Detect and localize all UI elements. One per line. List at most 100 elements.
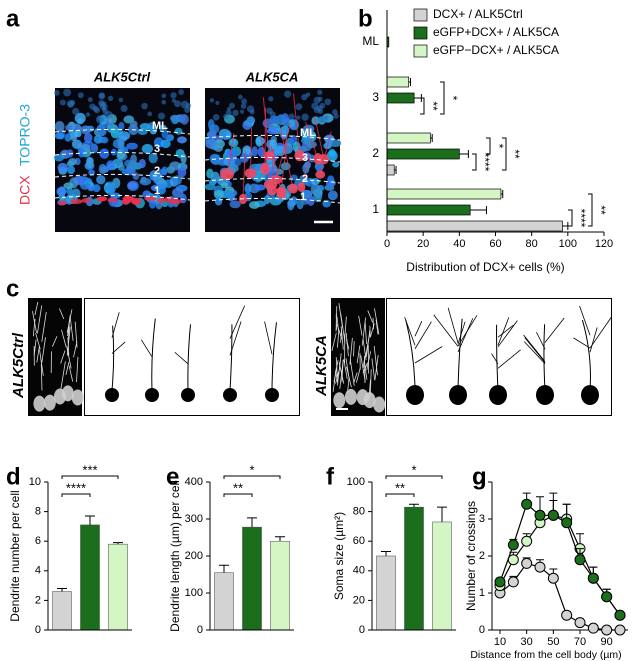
error-bar (430, 134, 433, 142)
y-tick-label: 3 (372, 90, 379, 104)
nucleus (215, 100, 220, 106)
nucleus (54, 132, 65, 140)
y-tick-label: 4 (479, 476, 485, 488)
nucleus (178, 89, 184, 95)
bar (386, 220, 563, 232)
nucleus (180, 100, 189, 109)
nucleus (85, 112, 91, 117)
y-tick-label: 3 (479, 513, 485, 525)
dendrite (187, 324, 191, 391)
error-bar (562, 222, 569, 230)
significance-bracket (385, 475, 443, 479)
dendrite (229, 324, 233, 391)
nucleus (161, 166, 168, 176)
nucleus (230, 138, 237, 145)
nucleus (148, 152, 158, 164)
nucleus (174, 100, 181, 108)
significance-bracket (486, 137, 491, 155)
dcx-cell (107, 197, 118, 203)
micrograph-group (53, 88, 342, 232)
bar (386, 148, 460, 160)
soma-image (43, 394, 56, 411)
dendrite-image (347, 378, 350, 393)
nucleus (229, 200, 241, 209)
layer-boundary (54, 194, 191, 201)
dendrite-image (371, 358, 376, 381)
point (614, 624, 626, 636)
nucleus (306, 140, 317, 148)
dendrite-image (34, 301, 39, 316)
point (561, 609, 573, 621)
dendrite-image (331, 332, 337, 351)
layer-label: 2 (154, 165, 160, 177)
dendrite-image (66, 309, 73, 333)
nucleus (262, 118, 273, 129)
dendrite-image (349, 337, 353, 365)
error-bar (219, 564, 229, 573)
nucleus (170, 114, 180, 122)
nucleus (117, 139, 125, 149)
legend-swatch (413, 26, 428, 40)
layer-label: ML (300, 127, 316, 139)
tracing-group (28, 298, 612, 416)
nucleus (324, 98, 332, 106)
nucleus (72, 107, 80, 116)
bar (386, 92, 415, 104)
nucleus (268, 96, 274, 102)
dendrite (523, 341, 546, 364)
x-tick-label: 0 (384, 238, 390, 250)
dendrite (496, 324, 499, 391)
dcx-cell (168, 199, 183, 205)
dendrite-image (362, 339, 367, 361)
y-axis-title: Soma size (µm²) (332, 512, 346, 600)
dcx-cell (287, 183, 298, 194)
dendrite (581, 319, 591, 391)
dendrite (523, 334, 546, 362)
nucleus (93, 134, 103, 144)
point (587, 622, 599, 634)
dendrite-image (356, 368, 361, 383)
legend-swatch (413, 8, 428, 22)
dcx-cell (315, 170, 326, 179)
nucleus (333, 113, 339, 119)
nucleus (83, 132, 93, 144)
nucleus (138, 158, 146, 169)
y-tick-label: 0 (197, 624, 203, 636)
bar (376, 555, 396, 631)
soma (406, 385, 424, 405)
panel-letter: c (6, 275, 19, 302)
dcx-cell (263, 179, 278, 190)
nucleus (296, 198, 304, 210)
point (601, 624, 613, 636)
nucleus (63, 88, 72, 97)
dendrite-image (335, 357, 338, 383)
soma-image (373, 396, 386, 413)
genotype-label: ALK5Ctrl (10, 332, 27, 399)
dcx-process (262, 97, 270, 156)
error-bar (394, 166, 397, 174)
dendrite-image (338, 362, 345, 384)
bar (214, 572, 234, 631)
dendrite (447, 307, 459, 343)
dendrite-image (76, 356, 79, 383)
point (521, 557, 533, 569)
significance-label: **** (478, 153, 492, 172)
point (574, 554, 586, 566)
nucleus (205, 139, 218, 149)
nucleus (139, 177, 152, 186)
nucleus (99, 148, 110, 159)
nucleus (74, 129, 82, 138)
soma-image (33, 395, 46, 412)
dcx-cell (156, 198, 166, 204)
nucleus (210, 171, 220, 183)
soma-image (344, 388, 357, 405)
nucleus (106, 183, 116, 194)
y-tick-label: 60 (353, 535, 365, 547)
x-tick-label: 10 (494, 636, 506, 648)
micrograph-overlay: ML 3 2 1 ML 3 2 1 (152, 120, 333, 224)
dendrite (140, 339, 153, 358)
nucleus (301, 113, 309, 121)
dendrite-image (33, 339, 37, 356)
